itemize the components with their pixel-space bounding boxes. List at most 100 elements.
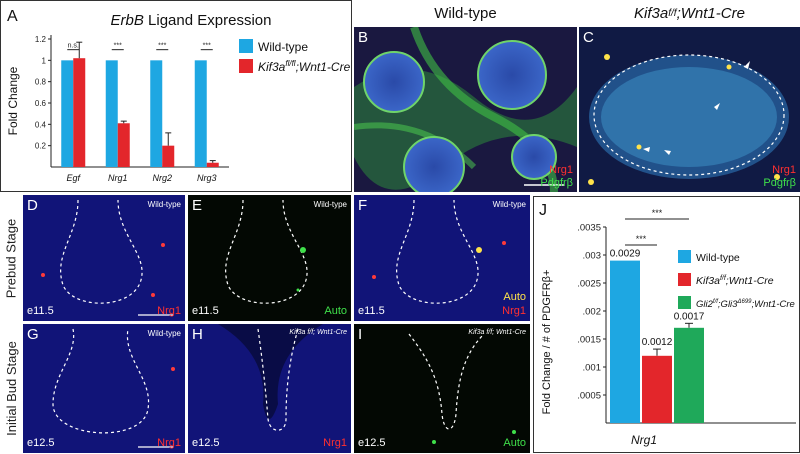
bar-egf-1 — [73, 58, 86, 168]
panel-f-micrograph: F Wild-type e11.5 Auto Nrg1 — [354, 195, 530, 321]
stage-label-prebud: Prebud Stage — [0, 195, 22, 321]
significance-label: *** — [652, 208, 663, 218]
marker-label-nrg1: Nrg1 — [772, 164, 796, 176]
panel-e-micrograph: E Wild-type e11.5 Auto — [188, 195, 351, 321]
age-label: e11.5 — [192, 305, 219, 317]
genotype-label: Kif3a f/f; Wnt1-Cre — [468, 329, 526, 336]
bar-0 — [610, 260, 640, 423]
y-tick-label: .0025 — [577, 279, 601, 290]
genotype-label: Wild-type — [147, 200, 181, 209]
y-tick-label: .003 — [583, 251, 602, 262]
bar-nrg3-1 — [206, 162, 219, 167]
y-tick-label: 0.6 — [35, 99, 47, 108]
bar-nrg3-0 — [194, 60, 207, 168]
panel-d-tissue — [23, 195, 185, 321]
legend-label-wild-type: Wild-type — [696, 252, 740, 264]
panel-b-micrograph: B Nrg1 Pdgfrβ — [354, 27, 577, 192]
y-axis-label: Fold Change — [6, 66, 20, 135]
bar-nrg2-1 — [162, 145, 175, 167]
y-tick-label: .0005 — [577, 391, 601, 402]
marker-label-auto: Auto — [503, 437, 526, 449]
panel-i-micrograph: I Kif3a f/f; Wnt1-Cre e12.5 Auto — [354, 324, 530, 453]
panel-label-g: G — [27, 326, 39, 343]
genotype-label: Wild-type — [492, 200, 526, 209]
y-tick-label: 0.2 — [35, 142, 47, 151]
marker-label-auto: Auto — [324, 305, 347, 317]
panel-h-tissue — [188, 324, 351, 453]
panel-g-tissue — [23, 324, 185, 453]
genotype-label: Kif3a f/f; Wnt1-Cre — [289, 329, 347, 336]
bar-2 — [674, 327, 704, 423]
y-tick-label: 1.2 — [35, 35, 47, 44]
value-label-1: 0.0012 — [642, 337, 673, 348]
panel-label-c: C — [583, 29, 594, 46]
legend-swatch-wild-type — [239, 39, 253, 53]
chart-title: ErbB Ligand Expression — [111, 12, 272, 29]
legend-label-kif3a: Kif3af/f;Wnt1-Cre — [696, 275, 774, 287]
bar-nrg2-0 — [150, 60, 163, 168]
legend-swatch-kif3a — [678, 273, 691, 286]
legend-swatch-kif3a — [239, 59, 253, 73]
panel-a: A ErbB Ligand Expression Fold Change 1.2… — [0, 0, 352, 192]
age-label: e12.5 — [192, 437, 220, 449]
panel-h-micrograph: H Kif3a f/f; Wnt1-Cre e12.5 Nrg1 — [188, 324, 351, 453]
y-tick-label: 1 — [42, 56, 47, 65]
significance-label: *** — [203, 43, 211, 50]
panel-c-micrograph: C Nrg1 Pdgfrβ — [579, 27, 800, 192]
marker-label-auto: Auto — [503, 291, 526, 303]
panel-g-micrograph: G Wild-type e12.5 Nrg1 — [23, 324, 185, 453]
x-tick-label-egf: Egf — [66, 173, 81, 183]
significance-label: *** — [114, 43, 122, 50]
age-label: e12.5 — [27, 437, 55, 449]
header-mutant: Kif3a f/f ;Wnt1-Cre — [579, 0, 800, 26]
x-tick-label-nrg1: Nrg1 — [108, 173, 128, 183]
y-tick-label: .001 — [583, 363, 602, 374]
significance-label: *** — [636, 234, 647, 244]
panel-label-d: D — [27, 197, 38, 214]
legend-swatch-wild-type — [678, 250, 691, 263]
bar-nrg1-1 — [117, 123, 130, 167]
panel-b-tissue — [354, 27, 577, 192]
panel-label-i: I — [358, 326, 363, 343]
age-label: e11.5 — [358, 305, 385, 317]
marker-label-pdgfrb: Pdgfrβ — [763, 177, 796, 189]
y-tick-label: .0015 — [577, 335, 601, 346]
bar-nrg1-0 — [105, 60, 118, 168]
y-tick-label: 0.8 — [35, 78, 47, 87]
marker-label-nrg1: Nrg1 — [502, 305, 526, 317]
panel-i-tissue — [354, 324, 530, 453]
marker-label-nrg1: Nrg1 — [157, 305, 181, 317]
bar-1 — [642, 355, 672, 423]
significance-label: *** — [158, 43, 166, 50]
panel-d-micrograph: D Wild-type e11.5 Nrg1 — [23, 195, 185, 321]
panel-f-tissue — [354, 195, 530, 321]
marker-label-pdgfrb: Pdgfrβ — [540, 177, 573, 189]
age-label: e11.5 — [27, 305, 54, 317]
y-tick-label: .0035 — [577, 223, 601, 234]
marker-label-nrg1: Nrg1 — [157, 437, 181, 449]
y-axis-label: Fold Change / # of PDGFRβ+ — [541, 270, 553, 415]
panel-label-j: J — [539, 202, 547, 219]
value-label-2: 0.0017 — [674, 311, 705, 322]
panel-label-f: F — [358, 197, 368, 214]
x-axis-label: Nrg1 — [631, 433, 657, 447]
legend-label-wild-type: Wild-type — [258, 40, 308, 54]
genotype-label: Wild-type — [313, 200, 347, 209]
bar-egf-0 — [61, 60, 74, 168]
panel-label-e: E — [192, 197, 203, 214]
y-tick-label: .002 — [583, 307, 602, 318]
panel-e-tissue — [188, 195, 351, 321]
erbb-ligand-chart: A ErbB Ligand Expression Fold Change 1.2… — [6, 8, 351, 183]
panel-label-h: H — [192, 326, 203, 343]
age-label: e12.5 — [358, 437, 386, 449]
panel-label-b: B — [358, 29, 369, 46]
marker-label-nrg1: Nrg1 — [549, 164, 573, 176]
legend-label-kif3a: Kif3afl/fl;Wnt1-Cre — [258, 59, 351, 74]
y-tick-label: 0.4 — [35, 120, 47, 129]
legend-swatch-gli2 — [678, 296, 691, 309]
nrg1-pdgfrb-chart: J Fold Change / # of PDGFRβ+ Nrg1 .0035.… — [539, 202, 796, 447]
stage-label-initial-bud: Initial Bud Stage — [0, 323, 22, 453]
value-label-0: 0.0029 — [610, 249, 641, 260]
panel-c-tissue — [579, 27, 800, 192]
panel-label-a: A — [7, 8, 18, 25]
